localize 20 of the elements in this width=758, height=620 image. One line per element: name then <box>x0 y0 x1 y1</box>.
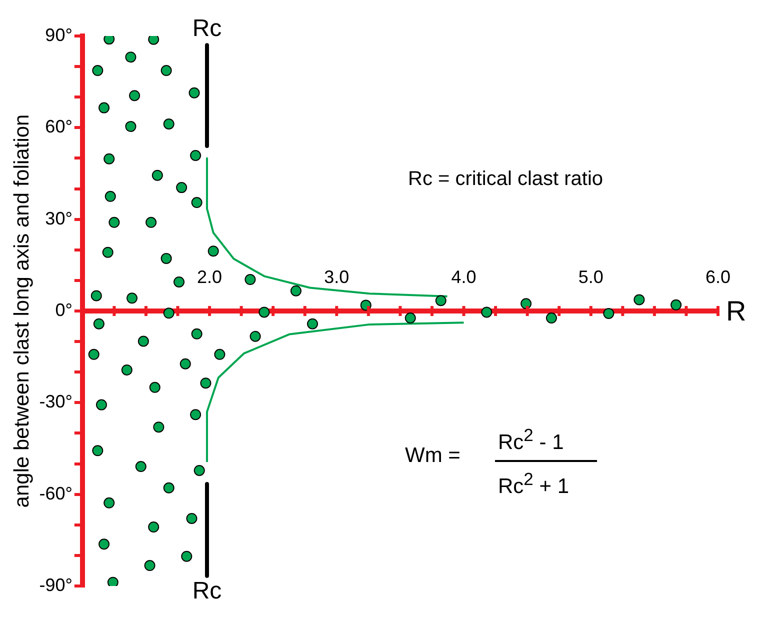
y-tick-label: 30° <box>45 208 72 228</box>
y-tick-label: 0° <box>55 300 72 320</box>
x-tick-label: 5.0 <box>578 266 604 287</box>
annotation: Rc$^{2}$ - 1 <box>495 425 597 462</box>
annotation: Rc = critical clast ratio <box>408 168 604 190</box>
x-tick-label: 6.0 <box>705 266 731 287</box>
x-axis-title: R <box>726 296 746 327</box>
x-tick-label: 3.0 <box>324 266 350 287</box>
y-tick-label: 90° <box>45 24 72 45</box>
annotation: Rc <box>192 578 222 605</box>
y-tick-label: -60° <box>39 483 72 504</box>
annotation: Rc <box>192 14 222 42</box>
annotation: Rc$^{2}$ + 1 <box>498 469 570 498</box>
x-tick-label: 4.0 <box>451 266 476 287</box>
y-axis-title: angle between clast long axis and foliation <box>10 114 34 508</box>
y-tick-label: -30° <box>39 392 72 412</box>
x-tick-label: 2.0 <box>197 266 222 287</box>
y-tick-label: -90° <box>39 574 72 595</box>
y-tick-label: 60° <box>45 116 72 137</box>
annotation: Wm = <box>405 444 460 468</box>
